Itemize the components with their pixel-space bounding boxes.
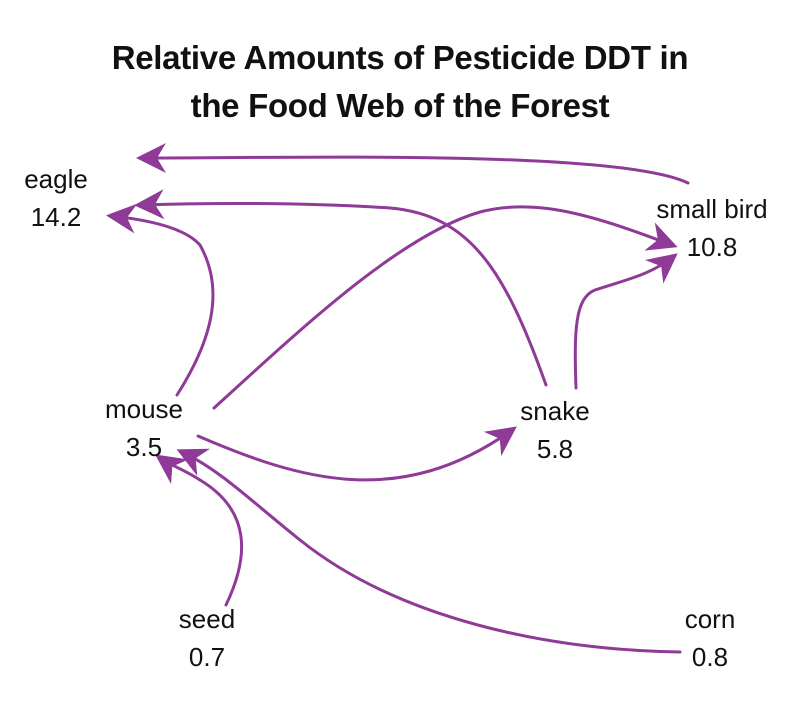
seed-label: seed	[178, 604, 236, 634]
corn-value: 0.8	[691, 642, 729, 672]
small-bird-value: 10.8	[686, 232, 738, 262]
seed-value: 0.7	[188, 642, 226, 672]
node-eagle: eagle 14.2	[6, 160, 106, 236]
eagle-label: eagle	[24, 164, 88, 194]
arrow-snake-to-smallbird	[573, 253, 678, 390]
small-bird-label: small bird	[656, 194, 768, 224]
diagram-title: Relative Amounts of Pesticide DDT in the…	[0, 34, 800, 130]
eagle-value: 14.2	[30, 202, 82, 232]
arrow-mouse-to-snake	[196, 426, 517, 482]
arrow-mouse-to-smallbird	[212, 205, 678, 410]
mouse-label: mouse	[104, 394, 184, 424]
node-seed: seed 0.7	[162, 600, 252, 676]
node-small-bird: small bird 10.8	[632, 190, 792, 266]
snake-value: 5.8	[536, 434, 574, 464]
node-corn: corn 0.8	[665, 600, 755, 676]
arrow-mouse-to-eagle	[106, 203, 215, 397]
node-mouse: mouse 3.5	[84, 390, 204, 466]
title-line-1: Relative Amounts of Pesticide DDT in	[111, 39, 689, 76]
node-snake: snake 5.8	[500, 392, 610, 468]
arrow-smallbird-to-eagle	[136, 142, 690, 185]
snake-label: snake	[520, 396, 590, 426]
arrow-seed-to-mouse	[155, 454, 244, 607]
arrow-corn-to-mouse	[176, 448, 682, 654]
mouse-value: 3.5	[125, 432, 163, 462]
corn-label: corn	[684, 604, 736, 634]
arrow-snake-to-eagle	[134, 189, 548, 387]
title-line-2: the Food Web of the Forest	[190, 87, 610, 124]
